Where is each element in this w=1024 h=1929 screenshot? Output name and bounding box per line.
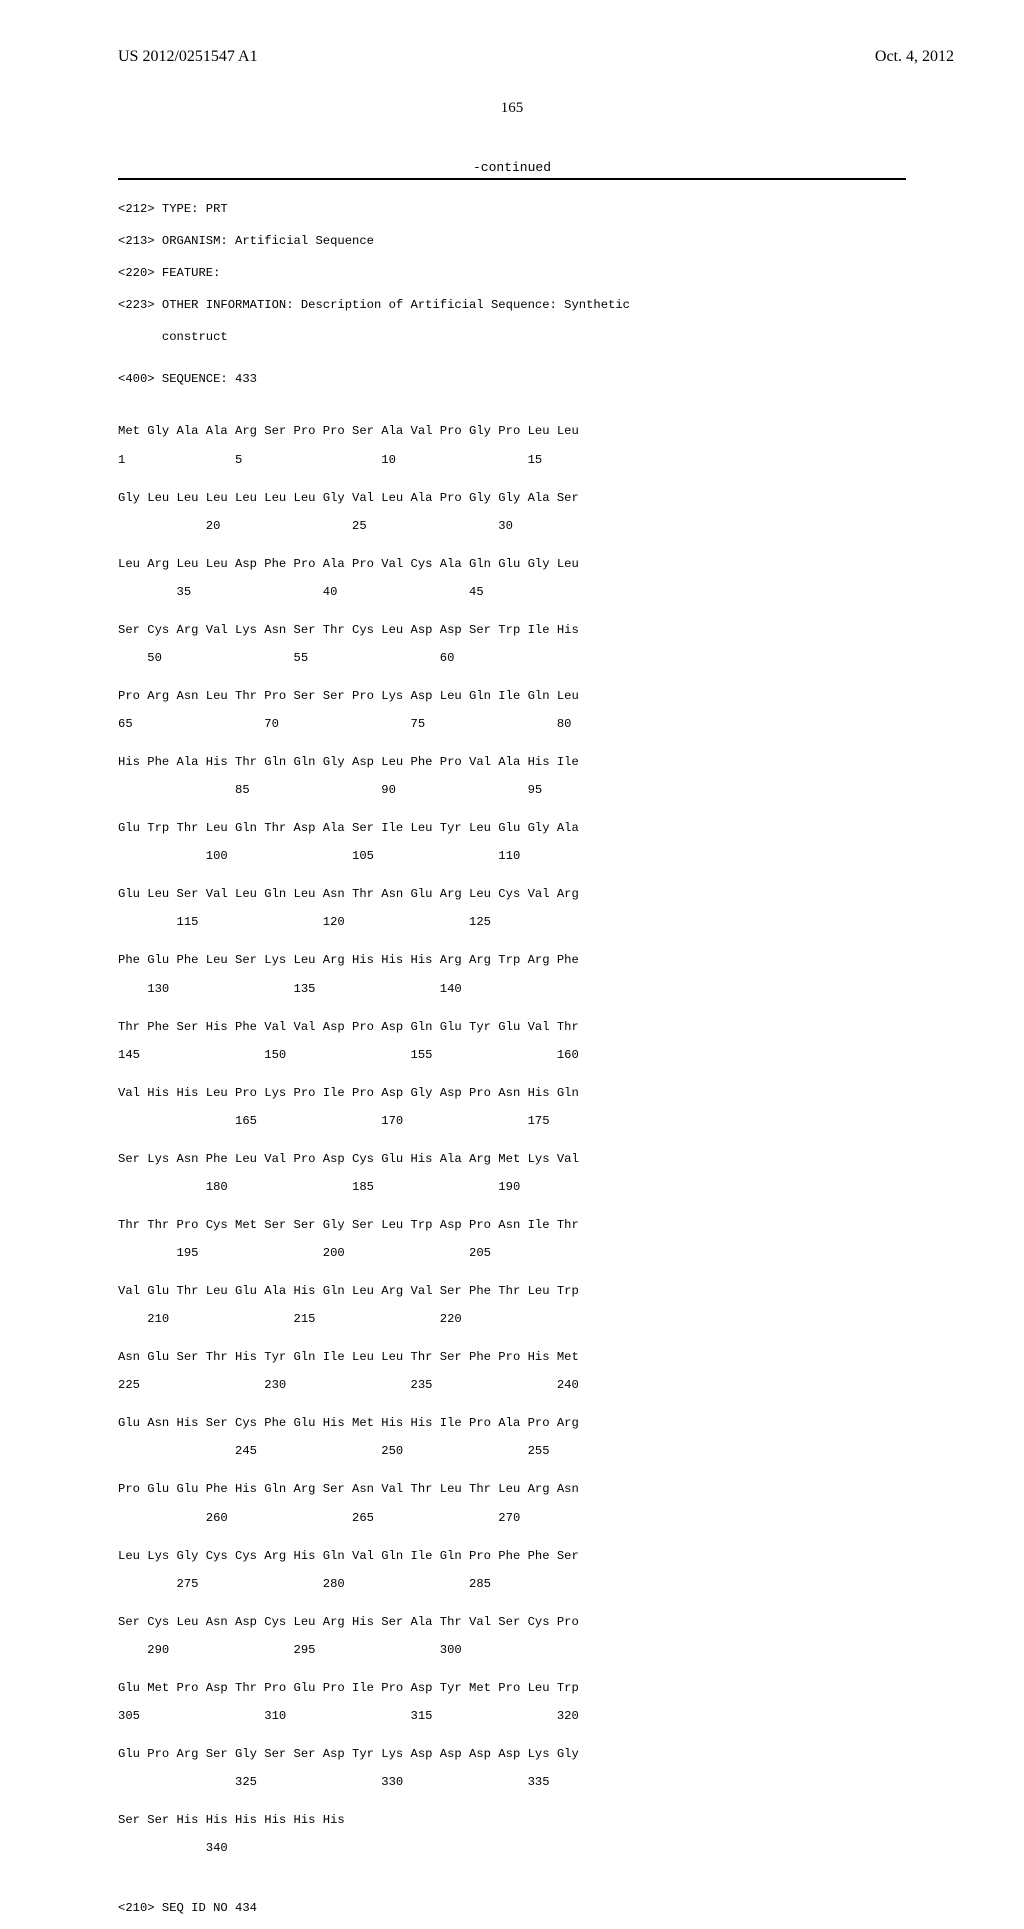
seq-aa: His Phe Ala His Thr Gln Gln Gly Asp Leu … [118,755,906,769]
meta-feature: <220> FEATURE: [118,266,906,280]
meta-construct: construct [118,330,906,344]
top-rule [118,178,906,180]
seq-num: 305 310 315 320 [118,1709,906,1723]
seq-aa: Pro Glu Glu Phe His Gln Arg Ser Asn Val … [118,1482,906,1496]
meta-organism: <213> ORGANISM: Artificial Sequence [118,234,906,248]
seq-num: 275 280 285 [118,1577,906,1591]
seq-aa: Val His His Leu Pro Lys Pro Ile Pro Asp … [118,1086,906,1100]
seq-aa: Glu Leu Ser Val Leu Gln Leu Asn Thr Asn … [118,887,906,901]
seq-num: 35 40 45 [118,585,906,599]
seq-num: 100 105 110 [118,849,906,863]
meta-otherinfo: <223> OTHER INFORMATION: Description of … [118,298,906,312]
seq-num: 20 25 30 [118,519,906,533]
seq-num: 290 295 300 [118,1643,906,1657]
seq-aa: Gly Leu Leu Leu Leu Leu Leu Gly Val Leu … [118,491,906,505]
seq-aa: Asn Glu Ser Thr His Tyr Gln Ile Leu Leu … [118,1350,906,1364]
seq-num: 145 150 155 160 [118,1048,906,1062]
seq-aa: Phe Glu Phe Leu Ser Lys Leu Arg His His … [118,953,906,967]
seq-aa: Thr Phe Ser His Phe Val Val Asp Pro Asp … [118,1020,906,1034]
seq-num: 50 55 60 [118,651,906,665]
publication-date: Oct. 4, 2012 [875,48,954,66]
seq-aa: Pro Arg Asn Leu Thr Pro Ser Ser Pro Lys … [118,689,906,703]
page-number: 165 [0,100,1024,117]
publication-number: US 2012/0251547 A1 [118,48,258,66]
seq-num: 65 70 75 80 [118,717,906,731]
seq-num: 225 230 235 240 [118,1378,906,1392]
seq-aa: Leu Arg Leu Leu Asp Phe Pro Ala Pro Val … [118,557,906,571]
meta-sequence: <400> SEQUENCE: 433 [118,372,906,386]
seq-aa: Glu Pro Arg Ser Gly Ser Ser Asp Tyr Lys … [118,1747,906,1761]
seq-aa: Met Gly Ala Ala Arg Ser Pro Pro Ser Ala … [118,424,906,438]
seq-aa: Ser Ser His His His His His His [118,1813,906,1827]
seq-aa: Leu Lys Gly Cys Cys Arg His Gln Val Gln … [118,1549,906,1563]
seq-aa: Ser Cys Arg Val Lys Asn Ser Thr Cys Leu … [118,623,906,637]
seq-num: 195 200 205 [118,1246,906,1260]
seq-aa: Glu Met Pro Asp Thr Pro Glu Pro Ile Pro … [118,1681,906,1695]
seq-num: 210 215 220 [118,1312,906,1326]
seq-num: 340 [118,1841,906,1855]
page-header: US 2012/0251547 A1 Oct. 4, 2012 [0,48,1024,66]
seq-num: 115 120 125 [118,915,906,929]
seq-num: 325 330 335 [118,1775,906,1789]
seq-aa: Glu Asn His Ser Cys Phe Glu His Met His … [118,1416,906,1430]
seq-aa: Ser Lys Asn Phe Leu Val Pro Asp Cys Glu … [118,1152,906,1166]
meta-type: <212> TYPE: PRT [118,202,906,216]
seq-aa: Glu Trp Thr Leu Gln Thr Asp Ala Ser Ile … [118,821,906,835]
continued-label: -continued [0,160,1024,175]
seq-aa: Ser Cys Leu Asn Asp Cys Leu Arg His Ser … [118,1615,906,1629]
seq-aa: Thr Thr Pro Cys Met Ser Ser Gly Ser Leu … [118,1218,906,1232]
next-seq-id: <210> SEQ ID NO 434 [118,1901,906,1915]
seq-num: 85 90 95 [118,783,906,797]
seq-num: 180 185 190 [118,1180,906,1194]
seq-num: 260 265 270 [118,1511,906,1525]
seq-num: 130 135 140 [118,982,906,996]
seq-num: 165 170 175 [118,1114,906,1128]
seq-num: 1 5 10 15 [118,453,906,467]
seq-num: 245 250 255 [118,1444,906,1458]
seq-aa: Val Glu Thr Leu Glu Ala His Gln Leu Arg … [118,1284,906,1298]
sequence-listing: <212> TYPE: PRT <213> ORGANISM: Artifici… [118,188,906,1929]
